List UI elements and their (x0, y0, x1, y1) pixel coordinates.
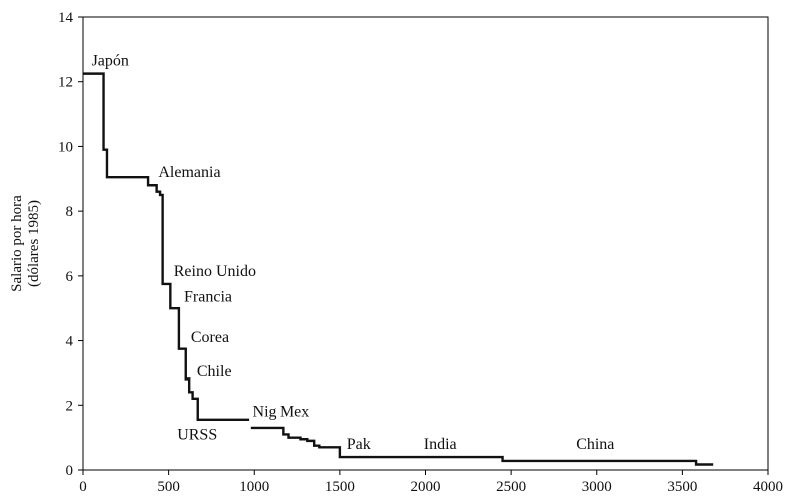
wage-step-segment-2 (250, 426, 714, 466)
y-tick-label-12: 12 (58, 75, 73, 91)
annotation-japón: Japón (92, 53, 129, 70)
annotation-china: China (576, 436, 614, 453)
x-tick-label-500: 500 (157, 479, 180, 495)
y-tick-label-0: 0 (66, 463, 74, 479)
annotation-chile: Chile (197, 363, 232, 380)
x-tick-label-4000: 4000 (753, 479, 783, 495)
y-axis-title-line-1: Salario por hora (9, 195, 25, 292)
annotation-reino-unido: Reino Unido (174, 263, 256, 280)
annotation-india: India (424, 436, 457, 453)
y-tick-label-4: 4 (66, 334, 74, 350)
axis-ticks (78, 16, 769, 475)
annotation-urss: URSS (177, 426, 217, 443)
y-axis-title: Salario por hora (dólares 1985) (9, 195, 42, 292)
y-tick-label-10: 10 (58, 139, 73, 155)
y-tick-label-2: 2 (66, 398, 74, 414)
country-annotations: Japón Alemania Reino Unido Francia Corea Chil… (92, 53, 615, 453)
wage-step-series (83, 72, 714, 466)
annotation-nig: Nig (253, 404, 277, 421)
annotation-francia: Francia (184, 289, 232, 306)
x-tick-label-2500: 2500 (496, 479, 526, 495)
y-tick-label-6: 6 (66, 269, 74, 285)
x-tick-label-3000: 3000 (582, 479, 612, 495)
x-tick-label-3500: 3500 (667, 479, 697, 495)
y-axis-title-line-2: (dólares 1985) (26, 200, 42, 287)
plot-frame (82, 16, 769, 471)
y-tick-label-8: 8 (66, 204, 74, 220)
x-tick-label-0: 0 (79, 479, 87, 495)
wage-step-segment-1 (83, 72, 250, 422)
annotation-alemania: Alemania (158, 164, 220, 181)
annotation-mex: Mex (280, 404, 309, 421)
annotation-corea: Corea (191, 329, 229, 346)
x-tick-label-1000: 1000 (239, 479, 269, 495)
axis-tick-labels: 0 500 1000 1500 2000 2500 3000 3500 4000 0 2 4 6 8 10 1… (58, 10, 783, 495)
annotation-pak: Pak (347, 436, 371, 453)
x-tick-label-1500: 1500 (325, 479, 355, 495)
x-tick-label-2000: 2000 (411, 479, 441, 495)
y-tick-label-14: 14 (58, 10, 74, 26)
